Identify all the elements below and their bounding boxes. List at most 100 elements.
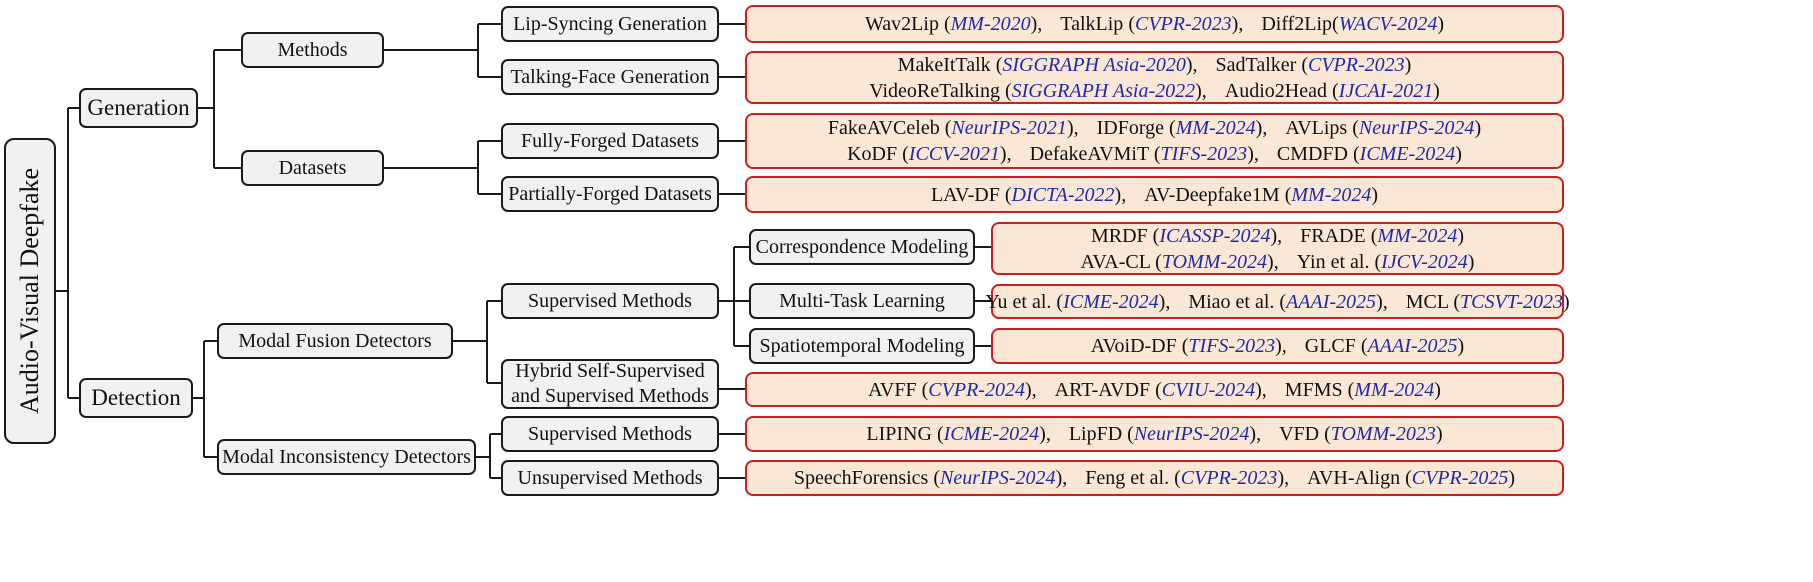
citation-item: Miao et al. (AAAI-2025),	[1188, 290, 1388, 313]
leaf-unsupervised-works: SpeechForensics (NeurIPS-2024), Feng et a…	[745, 460, 1564, 496]
node-detection: Detection	[79, 378, 193, 418]
node-fully-forged-datasets: Fully-Forged Datasets	[501, 123, 719, 159]
venue-year: AAAI-2025	[1367, 335, 1458, 357]
venue-year: ICME-2024	[1063, 290, 1159, 313]
node-hybrid-label-line2: and Supervised Methods	[511, 385, 709, 407]
node-hybrid-label-line1: Hybrid Self-Supervised	[515, 360, 705, 382]
node-fully-forged-label: Fully-Forged Datasets	[521, 130, 699, 152]
citation-item: AVFF (CVPR-2024),	[868, 378, 1037, 401]
citation-line: MRDF (ICASSP-2024), FRADE (MM-2024)	[1082, 223, 1473, 249]
venue-year: NeurIPS-2024	[1358, 117, 1475, 139]
method-name: AVFF	[868, 378, 922, 401]
node-modal-fusion-detectors: Modal Fusion Detectors	[217, 323, 453, 359]
citation-line: LIPING (ICME-2024), LipFD (NeurIPS-2024),…	[857, 421, 1451, 447]
node-talking-face-generation: Talking-Face Generation	[501, 59, 719, 95]
method-name: MRDF	[1090, 224, 1153, 247]
venue-year: MM-2024	[1291, 183, 1372, 206]
node-spatiotemporal-label: Spatiotemporal Modeling	[759, 335, 965, 357]
citation-item: DefakeAVMiT (TIFS-2023),	[1029, 143, 1259, 165]
venue-year: ICME-2024	[943, 423, 1040, 445]
citation-line: SpeechForensics (NeurIPS-2024), Feng et a…	[785, 465, 1524, 491]
citation-item: Yin et al. (IJCV-2024)	[1296, 250, 1475, 273]
method-name: Audio2Head	[1224, 79, 1332, 102]
citation-item: Yu et al. (ICME-2024),	[985, 290, 1171, 313]
citation-item: VideoReTalking (SIGGRAPH Asia-2022),	[869, 79, 1207, 102]
venue-year: TOMM-2023	[1330, 423, 1436, 445]
node-multi-task-learning: Multi-Task Learning	[749, 283, 975, 319]
citation-item: AVoiD-DF (TIFS-2023),	[1090, 335, 1287, 357]
method-name: MCL	[1405, 290, 1454, 313]
leaf-spatiotemporal-works: AVoiD-DF (TIFS-2023), GLCF (AAAI-2025)	[991, 328, 1564, 364]
citation-line: AVA-CL (TOMM-2024), Yin et al. (IJCV-2024…	[1072, 249, 1484, 275]
venue-year: CVPR-2025	[1411, 467, 1509, 489]
method-name: GLCF	[1304, 335, 1361, 357]
method-name: LIPING	[866, 423, 937, 445]
citation-line: KoDF (ICCV-2021), DefakeAVMiT (TIFS-2023)…	[838, 141, 1471, 167]
node-datasets: Datasets	[241, 150, 384, 186]
venue-year: TIFS-2023	[1160, 143, 1248, 165]
method-name: SadTalker	[1215, 53, 1302, 76]
method-name: TalkLip	[1060, 13, 1129, 35]
citation-item: ART-AVDF (CVIU-2024),	[1054, 378, 1267, 401]
method-name: LAV-DF	[930, 183, 1005, 206]
citation-item: TalkLip (CVPR-2023),	[1060, 13, 1244, 35]
node-fusion-supervised-methods: Supervised Methods	[501, 283, 719, 319]
node-correspondence-label: Correspondence Modeling	[755, 236, 969, 258]
venue-year: CVPR-2023	[1134, 13, 1232, 35]
leaf-partially-forged-works: LAV-DF (DICTA-2022), AV-Deepfake1M (MM-20…	[745, 176, 1564, 213]
venue-year: MM-2024	[1354, 378, 1435, 401]
venue-year: SIGGRAPH Asia-2020	[1002, 53, 1186, 76]
citation-line: Yu et al. (ICME-2024), Miao et al. (AAAI-…	[976, 289, 1578, 315]
node-inconsistency-supervised-methods: Supervised Methods	[501, 416, 719, 452]
method-name: CMDFD	[1276, 143, 1353, 165]
citation-line: Wav2Lip (MM-2020), TalkLip (CVPR-2023), Di…	[856, 11, 1453, 37]
method-name: KoDF	[847, 143, 903, 165]
venue-year: WACV-2024	[1338, 13, 1438, 35]
node-correspondence-modeling: Correspondence Modeling	[749, 229, 975, 265]
venue-year: ICASSP-2024	[1159, 224, 1271, 247]
node-modal-inconsistency-detectors: Modal Inconsistency Detectors	[217, 439, 476, 475]
method-name: AVA-CL	[1080, 250, 1156, 273]
leaf-multi-task-works: Yu et al. (ICME-2024), Miao et al. (AAAI-…	[985, 284, 1570, 319]
node-talking-face-label: Talking-Face Generation	[510, 66, 710, 88]
node-detection-label: Detection	[91, 385, 181, 411]
citation-item: MakeItTalk (SIGGRAPH Asia-2020),	[897, 53, 1198, 76]
citation-item: SpeechForensics (NeurIPS-2024),	[793, 467, 1068, 489]
citation-item: AVLips (NeurIPS-2024)	[1285, 117, 1482, 139]
method-name: SpeechForensics	[793, 467, 934, 489]
citation-item: MRDF (ICASSP-2024),	[1090, 224, 1283, 247]
citation-item: Audio2Head (IJCAI-2021)	[1224, 79, 1440, 102]
citation-line: VideoReTalking (SIGGRAPH Asia-2022), Audi…	[860, 78, 1449, 104]
node-unsupervised-label: Unsupervised Methods	[517, 467, 703, 489]
citation-line: AVoiD-DF (TIFS-2023), GLCF (AAAI-2025)	[1082, 333, 1473, 359]
venue-year: IJCV-2024	[1381, 250, 1468, 273]
node-partially-forged-datasets: Partially-Forged Datasets	[501, 176, 719, 212]
citation-item: AV-Deepfake1M (MM-2024)	[1144, 183, 1379, 206]
venue-year: DICTA-2022	[1011, 183, 1115, 206]
citation-line: AVFF (CVPR-2024), ART-AVDF (CVIU-2024), MF…	[859, 377, 1450, 403]
venue-year: TCSVT-2023	[1460, 290, 1563, 313]
citation-item: LAV-DF (DICTA-2022),	[930, 183, 1127, 206]
citation-item: MCL (TCSVT-2023)	[1405, 290, 1570, 313]
method-name: FakeAVCeleb	[827, 117, 945, 139]
venue-year: CVIU-2024	[1161, 378, 1256, 401]
citation-line: MakeItTalk (SIGGRAPH Asia-2020), SadTalke…	[889, 52, 1421, 78]
leaf-correspondence-works: MRDF (ICASSP-2024), FRADE (MM-2024) AVA-CL…	[991, 222, 1564, 275]
method-name: Yu et al.	[985, 290, 1057, 313]
method-name: LipFD	[1068, 423, 1128, 445]
citation-item: Diff2Lip(WACV-2024)	[1261, 13, 1444, 35]
method-name: Miao et al.	[1188, 290, 1280, 313]
leaf-inconsistency-supervised-works: LIPING (ICME-2024), LipFD (NeurIPS-2024),…	[745, 416, 1564, 452]
method-name: AVH-Align	[1307, 467, 1406, 489]
venue-year: IJCAI-2021	[1338, 79, 1434, 102]
root-label: Audio-Visual Deepfake	[15, 167, 44, 415]
node-unsupervised-methods: Unsupervised Methods	[501, 460, 719, 496]
node-modal-inconsistency-label: Modal Inconsistency Detectors	[222, 446, 471, 468]
venue-year: MM-2024	[1175, 117, 1256, 139]
node-multi-task-label: Multi-Task Learning	[779, 290, 945, 312]
venue-year: MM-2020	[950, 13, 1031, 35]
method-name: MakeItTalk	[897, 53, 996, 76]
citation-item: FRADE (MM-2024)	[1300, 224, 1465, 247]
venue-year: ICCV-2021	[908, 143, 1000, 165]
node-spatiotemporal-modeling: Spatiotemporal Modeling	[749, 328, 975, 364]
